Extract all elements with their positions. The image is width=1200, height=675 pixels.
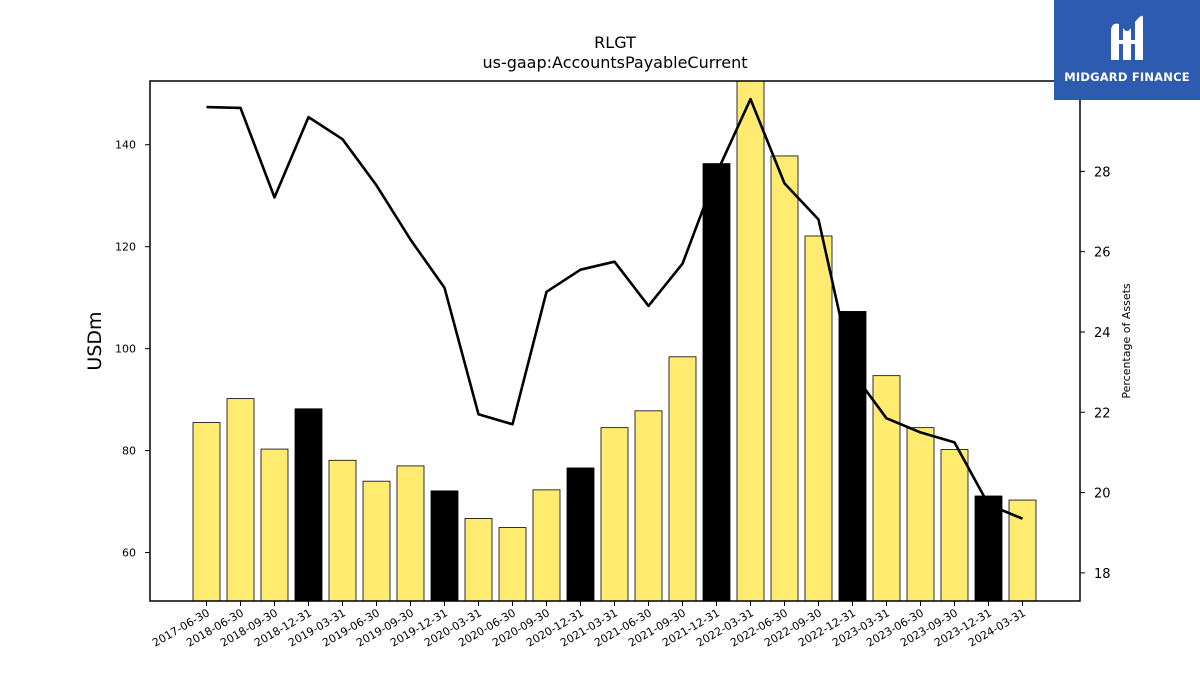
bar-2020-09-30 xyxy=(532,489,561,602)
y-axis-left: 60 80 100 120 140 xyxy=(115,139,150,560)
y2-tick-label: 18 xyxy=(1094,567,1111,582)
bar-2023-03-31 xyxy=(872,375,901,602)
bar-2022-12-31 xyxy=(838,311,867,602)
y-tick-label: 80 xyxy=(122,445,136,458)
y2-tick-label: 28 xyxy=(1094,165,1111,180)
bar-2023-09-30 xyxy=(940,449,969,602)
bar-2018-06-30 xyxy=(226,398,255,602)
y-axis-right: 18 20 22 24 26 28 xyxy=(1080,165,1111,582)
bar-2021-03-31 xyxy=(600,427,629,602)
y2-tick-label: 20 xyxy=(1094,487,1111,502)
y-tick-label: 140 xyxy=(115,139,136,152)
y-tick-label: 100 xyxy=(115,343,136,356)
y-tick-label: 120 xyxy=(115,241,136,254)
logo-mark-icon xyxy=(1111,15,1143,60)
bar-2019-03-31 xyxy=(328,459,357,602)
y2-tick-label: 24 xyxy=(1094,326,1111,341)
y-axis-label: USDm xyxy=(84,311,106,370)
bar-2019-12-31 xyxy=(430,490,459,602)
bar-2023-06-30 xyxy=(906,427,935,602)
bar-2022-03-31 xyxy=(736,80,765,602)
bar-2022-06-30 xyxy=(770,155,799,602)
percentage-line xyxy=(206,97,1023,520)
y-tick-label: 60 xyxy=(122,547,136,560)
y2-axis-label: Percentage of Assets xyxy=(1120,283,1133,399)
y2-tick-label: 22 xyxy=(1094,406,1111,421)
logo-text: MIDGARD FINANCE xyxy=(1064,70,1190,84)
bar-2022-09-30 xyxy=(804,235,833,602)
bar-2020-12-31 xyxy=(566,467,595,602)
bar-2020-06-30 xyxy=(498,527,527,602)
bar-2024-03-31 xyxy=(1008,499,1037,602)
chart-title: RLGT xyxy=(594,33,636,52)
bar-2017-06-30 xyxy=(192,422,221,602)
bar-2021-09-30 xyxy=(668,356,697,602)
midgard-finance-logo: MIDGARD FINANCE xyxy=(1054,0,1200,100)
bar-2018-12-31 xyxy=(294,408,323,602)
bar-2020-03-31 xyxy=(464,518,493,602)
bar-2019-09-30 xyxy=(396,465,425,602)
line-series xyxy=(206,97,1023,520)
bar-2018-09-30 xyxy=(260,448,289,602)
chart-subtitle: us-gaap:AccountsPayableCurrent xyxy=(482,53,747,72)
y2-tick-label: 26 xyxy=(1094,246,1111,261)
bar-2023-12-31 xyxy=(974,495,1003,602)
bar-2021-12-31 xyxy=(702,163,731,602)
bar-2021-06-30 xyxy=(634,410,663,602)
bar-2019-06-30 xyxy=(362,480,391,602)
x-axis: 2017-06-302018-06-302018-09-302018-12-31… xyxy=(150,601,1028,650)
bar-series xyxy=(192,80,1037,602)
